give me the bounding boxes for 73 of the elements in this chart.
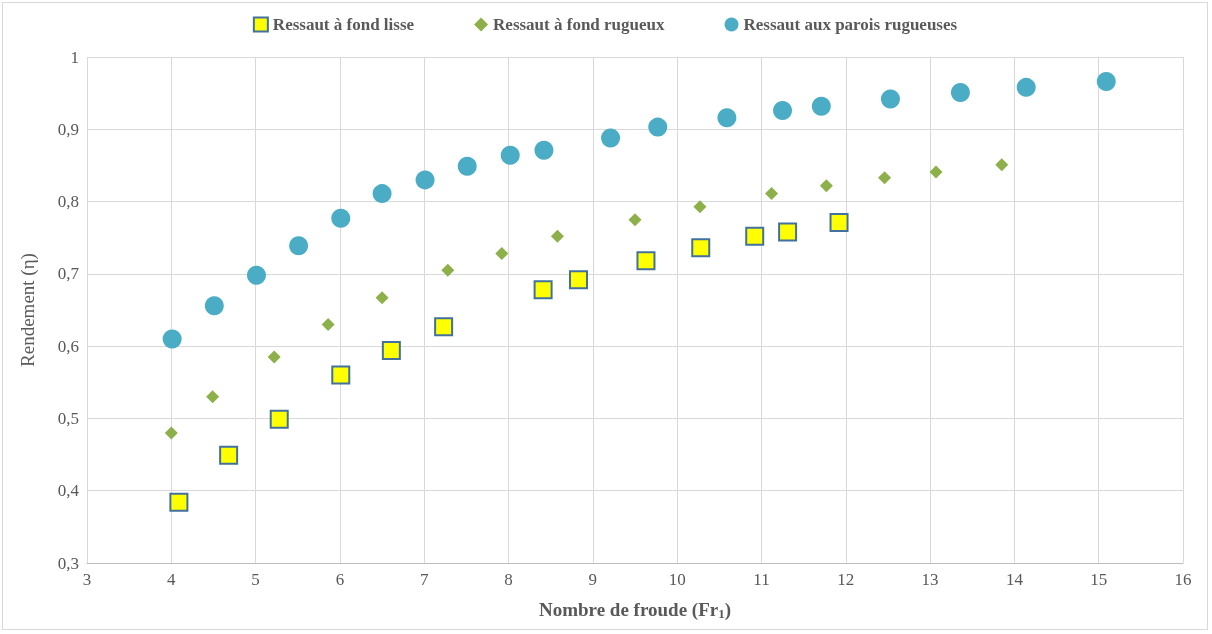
x-tick-label: 4 — [167, 570, 177, 589]
legend-label: Ressaut à fond lisse — [272, 15, 415, 34]
point — [995, 158, 1009, 172]
point — [321, 317, 335, 331]
point — [829, 213, 849, 233]
point — [929, 165, 943, 179]
point — [500, 145, 520, 165]
point — [533, 280, 553, 300]
y-tick-label: 0,3 — [57, 553, 79, 573]
point — [717, 108, 737, 128]
y-tick-label: 0,4 — [57, 481, 80, 501]
x-tick-label: 12 — [837, 570, 855, 589]
point — [269, 409, 289, 429]
point — [745, 226, 765, 246]
x-tick-label: 10 — [668, 570, 686, 589]
point — [219, 445, 239, 465]
point — [457, 156, 477, 176]
x-tick-label: 15 — [1090, 570, 1108, 589]
point — [415, 170, 435, 190]
point — [691, 238, 711, 258]
x-tick-label: 5 — [251, 570, 260, 589]
point — [773, 101, 793, 120]
point — [601, 128, 621, 148]
point — [267, 350, 281, 364]
point — [819, 179, 833, 193]
point — [434, 317, 454, 337]
point — [765, 187, 779, 201]
y-tick-label: 0,9 — [57, 119, 79, 139]
point — [289, 236, 309, 256]
point — [162, 329, 182, 349]
y-tick-label: 1 — [70, 47, 79, 67]
point — [206, 390, 220, 404]
point — [693, 200, 707, 214]
point — [878, 171, 892, 185]
point — [375, 291, 389, 305]
point — [534, 140, 554, 160]
point — [628, 213, 642, 227]
x-tick-label: 13 — [921, 570, 939, 589]
point — [569, 270, 589, 290]
point — [246, 265, 266, 285]
point — [811, 96, 831, 116]
y-tick-label: 0,6 — [57, 336, 79, 356]
point — [778, 222, 798, 242]
x-tick-label: 7 — [419, 570, 429, 589]
point — [1016, 77, 1036, 97]
y-axis-title: Rendement (η) — [17, 253, 39, 367]
point — [331, 365, 351, 385]
point — [372, 184, 392, 204]
point — [1096, 72, 1116, 92]
y-tick-label: 0,8 — [57, 192, 79, 212]
point — [204, 296, 224, 316]
legend-label: Ressaut aux parois rugueuses — [743, 15, 958, 34]
point — [636, 251, 656, 271]
point — [164, 426, 178, 440]
point — [550, 229, 564, 243]
point — [648, 117, 668, 137]
point — [381, 340, 401, 360]
y-tick-label: 0,5 — [57, 408, 79, 428]
legend-label: Ressaut à fond rugueux — [493, 15, 666, 34]
x-tick-label: 14 — [1005, 570, 1024, 589]
point — [331, 208, 351, 228]
y-tick-label: 0,7 — [57, 264, 80, 284]
point — [495, 247, 509, 261]
point — [950, 82, 970, 102]
x-tick-label: 11 — [753, 570, 770, 589]
point — [880, 89, 900, 109]
x-tick-label: 3 — [82, 570, 92, 589]
point — [169, 492, 189, 512]
point — [441, 263, 455, 277]
x-tick-label: 16 — [1174, 570, 1192, 589]
x-tick-label: 9 — [588, 570, 598, 589]
x-tick-label: 8 — [504, 570, 513, 589]
x-tick-label: 6 — [335, 570, 345, 589]
